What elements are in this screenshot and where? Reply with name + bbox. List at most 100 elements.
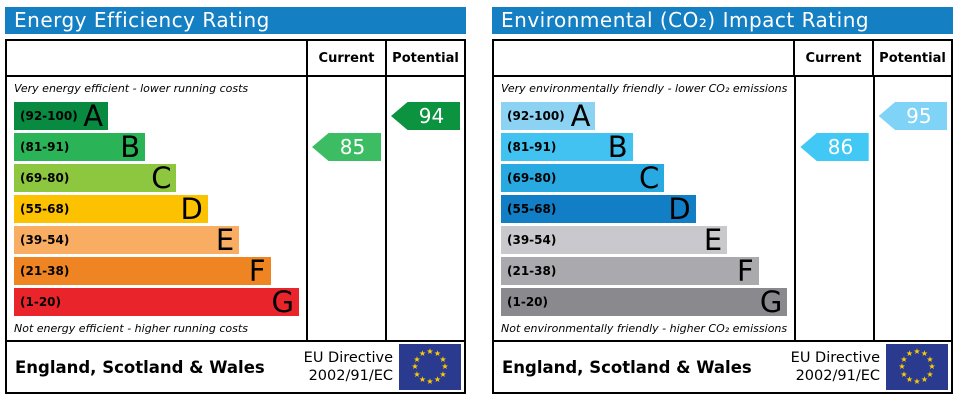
potential-column-header: Potential — [385, 41, 464, 75]
footer: England, Scotland & Wales EU Directive 2… — [7, 340, 464, 392]
rating-body: Very environmentally friendly - lower CO… — [494, 77, 951, 340]
band-range-label: (39-54) — [507, 233, 557, 247]
band-chart: Very energy efficient - lower running co… — [7, 77, 306, 340]
band-c: (69-80) C — [501, 161, 665, 195]
potential-rating-arrow: 95 — [878, 102, 947, 130]
bottom-note: Not environmentally friendly - higher CO… — [501, 322, 788, 335]
band-column-header — [494, 41, 793, 75]
eu-flag-star: ★ — [913, 377, 921, 386]
band-b: (81-91) B — [14, 130, 146, 164]
band-range-label: (1-20) — [20, 295, 61, 309]
band-g: (1-20) G — [14, 285, 299, 319]
band-range-label: (69-80) — [507, 171, 557, 185]
eu-directive-line2: 2002/91/EC — [308, 368, 393, 384]
band-range-label: (55-68) — [20, 202, 70, 216]
eu-flag-star: ★ — [411, 362, 419, 371]
band-range-label: (55-68) — [507, 202, 557, 216]
energy-efficiency-panel: Energy Efficiency Rating Current Potenti… — [5, 7, 466, 394]
band-f: (21-38) F — [14, 254, 271, 288]
eu-flag-star: ★ — [898, 362, 906, 371]
column-header-row: Current Potential — [494, 41, 951, 77]
environmental-impact-panel: Environmental (CO₂) Impact Rating Curren… — [492, 7, 953, 394]
band-letter: G — [271, 285, 294, 319]
column-header-row: Current Potential — [7, 41, 464, 77]
band-f: (21-38) F — [501, 254, 759, 288]
eu-directive-line2: 2002/91/EC — [795, 368, 880, 384]
current-rating-value: 85 — [339, 135, 366, 159]
band-letter: B — [120, 130, 141, 164]
band-e: (39-54) E — [14, 223, 240, 257]
potential-rating-value: 94 — [418, 104, 445, 128]
eu-directive-label: EU Directive 2002/91/EC — [791, 349, 880, 385]
eu-flag-icon: ★ ★ ★ ★ ★ ★ ★ ★ ★ ★ ★ ★ — [399, 344, 461, 390]
band-range-label: (1-20) — [507, 295, 548, 309]
top-note: Very energy efficient - lower running co… — [14, 82, 249, 95]
band-letter: C — [151, 161, 172, 195]
band-g: (1-20) G — [501, 288, 788, 317]
band-letter: E — [703, 223, 723, 257]
band-chart: Very environmentally friendly - lower CO… — [494, 77, 794, 340]
band-range-label: (21-38) — [507, 264, 557, 278]
band-letter: B — [607, 130, 628, 164]
environmental-panel-title: Environmental (CO₂) Impact Rating — [492, 7, 953, 34]
eu-flag-star: ★ — [426, 347, 434, 356]
epc-charts: Energy Efficiency Rating Current Potenti… — [5, 7, 953, 394]
band-letter: E — [215, 223, 235, 257]
band-range-label: (69-80) — [20, 171, 70, 185]
potential-column: 95 — [872, 77, 951, 340]
eu-flag-star: ★ — [418, 349, 427, 358]
eu-directive-line1: EU Directive — [303, 350, 393, 366]
current-column-header: Current — [793, 41, 872, 75]
region-label: England, Scotland & Wales — [502, 357, 752, 377]
band-list: (92-100) A (81-91) B (69-80) C (55-68) D (39-54)… — [14, 102, 299, 319]
eu-flag-star: ★ — [928, 362, 936, 371]
current-rating-value: 86 — [827, 135, 854, 159]
environmental-rating-table: Current Potential Very environmentally f… — [492, 39, 953, 394]
band-letter: F — [737, 254, 754, 288]
eu-flag-star: ★ — [413, 369, 421, 379]
energy-rating-table: Current Potential Very energy efficient … — [5, 39, 466, 394]
band-range-label: (92-100) — [20, 109, 78, 123]
potential-column: 94 — [385, 77, 464, 340]
eu-flag-star: ★ — [426, 377, 434, 386]
region-label: England, Scotland & Wales — [15, 357, 265, 377]
eu-flag-star: ★ — [900, 354, 908, 364]
band-letter: D — [180, 192, 203, 226]
eu-flag-star: ★ — [433, 374, 442, 384]
eu-flag-star: ★ — [905, 349, 914, 358]
rating-body: Very energy efficient - lower running co… — [7, 77, 464, 340]
band-list: (92-100) A (81-91) B (69-80) C (55-68) D (39-54)… — [501, 99, 788, 317]
band-letter: C — [638, 161, 660, 195]
band-range-label: (81-91) — [507, 140, 557, 154]
eu-flag-star: ★ — [433, 349, 442, 358]
potential-column-header: Potential — [872, 41, 951, 75]
eu-flag-star: ★ — [920, 349, 929, 358]
energy-panel-title: Energy Efficiency Rating — [5, 7, 466, 34]
band-c: (69-80) C — [14, 161, 177, 195]
eu-flag-star: ★ — [439, 369, 447, 379]
current-column: 86 — [794, 77, 872, 340]
band-letter: A — [570, 99, 591, 133]
current-column-header: Current — [306, 41, 385, 75]
band-range-label: (39-54) — [20, 233, 70, 247]
band-letter: D — [668, 192, 691, 226]
current-rating-arrow: 86 — [800, 133, 869, 161]
eu-flag-star: ★ — [439, 354, 447, 364]
band-range-label: (92-100) — [507, 109, 565, 123]
eu-directive-line1: EU Directive — [790, 350, 880, 366]
eu-flag-icon: ★ ★ ★ ★ ★ ★ ★ ★ ★ ★ ★ ★ — [886, 344, 948, 390]
band-range-label: (21-38) — [20, 264, 70, 278]
eu-directive-label: EU Directive 2002/91/EC — [304, 349, 393, 385]
top-note: Very environmentally friendly - lower CO… — [501, 82, 788, 95]
eu-flag-star: ★ — [926, 354, 934, 364]
band-d: (55-68) D — [14, 192, 208, 226]
bottom-note: Not energy efficient - higher running co… — [14, 322, 248, 335]
band-a: (92-100) A — [501, 99, 596, 133]
band-range-label: (81-91) — [20, 140, 70, 154]
band-a: (92-100) A — [14, 102, 109, 131]
band-letter: F — [248, 254, 266, 288]
eu-flag-star: ★ — [913, 347, 921, 356]
eu-flag-star: ★ — [920, 374, 929, 384]
band-column-header — [7, 41, 306, 75]
current-column: 85 — [306, 77, 385, 340]
